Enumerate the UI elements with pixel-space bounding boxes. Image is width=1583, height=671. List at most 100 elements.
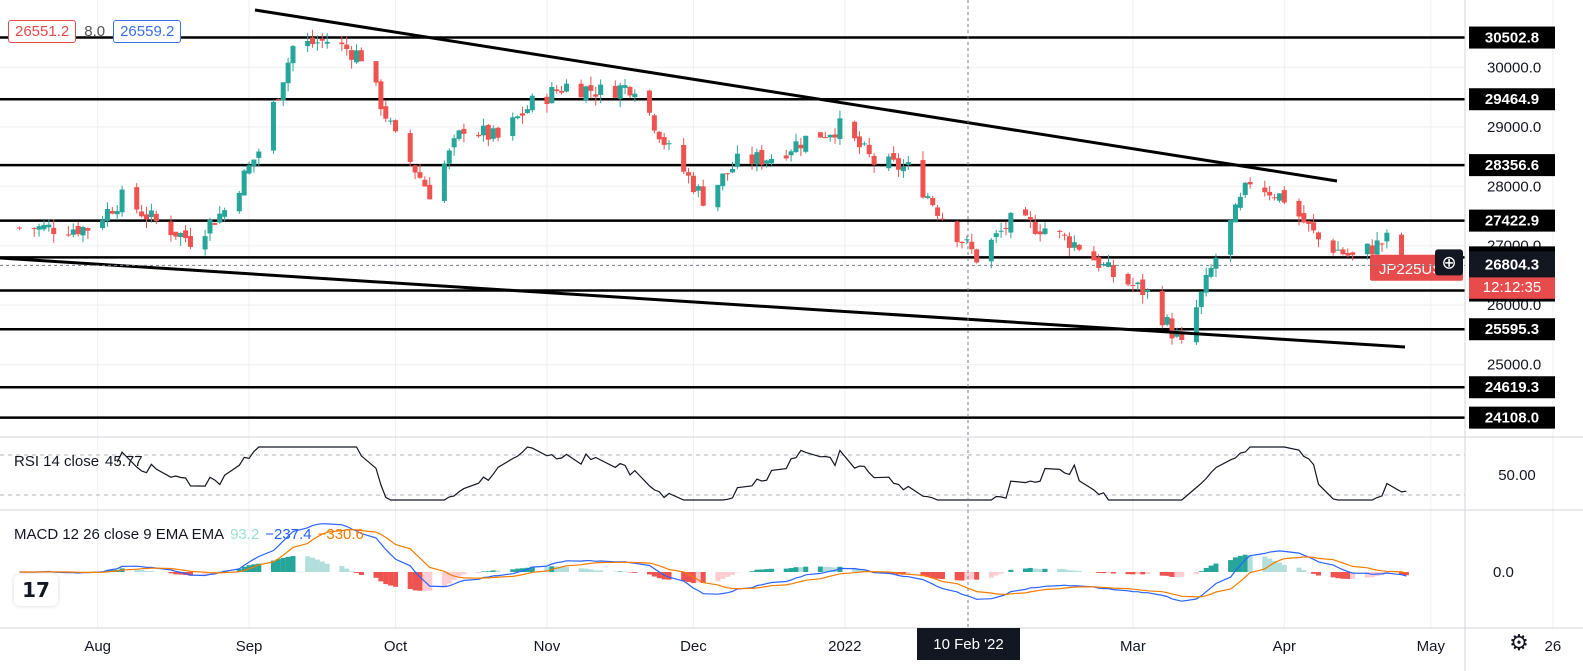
candle-body [373,61,379,83]
candle-body [769,158,775,164]
candle-body [75,225,81,235]
macd-histogram-bar [173,572,179,575]
macd-histogram-bar [1062,569,1068,572]
macd-histogram-bar [1242,554,1248,572]
candle-body [935,207,941,216]
macd-histogram-bar [1228,560,1234,572]
rsi-level-label: 50.00 [1498,467,1536,484]
candle-body [905,162,911,165]
macd-line [19,523,1407,602]
macd-histogram-bar [256,563,262,572]
candle-body [202,236,208,250]
time-tick-label: May [1417,638,1446,655]
candle-body [1296,200,1302,217]
candle-body [358,50,364,62]
macd-histogram-bar [1198,571,1204,572]
macd-histogram-bar [1272,560,1278,572]
macd-histogram-bar [559,566,565,572]
candle-body [1125,274,1131,285]
gear-icon[interactable]: ⚙ [1509,631,1529,656]
macd-histogram-bar [1042,568,1048,572]
candle-body [1345,253,1351,256]
candle-body [275,99,281,101]
macd-histogram-bar [930,572,936,578]
macd-histogram-bar [827,566,833,572]
candle-body [793,141,799,153]
candle-body [700,186,706,206]
ask-price[interactable]: 26559.2 [113,20,182,43]
candle-body [656,131,662,140]
candle-body [524,109,530,114]
candle-body [803,135,809,152]
macd-histogram-bar [178,572,184,575]
candle-body [456,130,462,139]
candle-body [349,50,355,60]
macd-histogram-bar [1311,572,1317,574]
macd-histogram-bar [1071,570,1077,572]
macd-histogram-bar [1232,557,1238,572]
macd-histogram-bar [769,568,775,572]
candle-body [759,150,765,165]
price-tick-label: 25000.0 [1487,357,1541,374]
candle-body [588,85,594,91]
macd-histogram-bar [1023,568,1028,572]
candle-body [344,44,350,50]
macd-histogram-bar [490,570,496,572]
macd-histogram-bar [1076,571,1082,572]
macd-histogram-bar [1237,555,1243,572]
candle-body [1179,333,1185,341]
candle-body [319,38,325,41]
macd-histogram-bar [788,568,794,572]
candle-body [520,113,526,116]
macd-histogram-bar [1364,572,1370,578]
rsi-line [116,446,1407,501]
time-tick-label: Dec [680,638,707,655]
candle-body [153,213,159,221]
candle-body [310,37,316,45]
macd-histogram-bar [695,572,701,583]
macd-histogram-bar [544,567,550,572]
macd-value: −237.4 [265,526,312,543]
macd-histogram-bar [817,566,823,572]
candle-body [544,96,550,104]
macd-histogram-bar [270,560,276,572]
candle-body [114,211,120,215]
candle-body [422,179,428,187]
macd-histogram-bar [852,567,858,572]
macd-histogram-bar [353,572,359,573]
candle-body [754,152,760,165]
macd-hist-value: 93.2 [230,526,260,543]
candle-body [720,173,726,187]
level-badge [1469,209,1555,232]
macd-histogram-bar [783,568,789,572]
time-tick-label: 2022 [828,638,861,655]
candle-body [1213,257,1219,269]
candle-body [119,189,125,213]
candle-body [964,239,970,241]
macd-histogram-bar [148,571,154,572]
candle-body [617,85,623,99]
bid-price[interactable]: 26551.2 [8,20,77,43]
macd-histogram-bar [715,572,721,582]
candle-body [1062,234,1068,236]
candle-body [822,137,828,139]
macd-legend: MACD 12 26 close 9 EMA EMA 93.2 −237.4 −330… [14,526,364,543]
candle-body [1350,252,1356,255]
macd-histogram-bar [388,572,394,586]
candle-body [109,210,115,214]
candle-body [1335,249,1341,251]
candle-body [1228,220,1234,255]
candle-body [686,172,692,176]
macd-histogram-bar [856,569,862,572]
candle-body [837,118,843,139]
candle-body [280,82,286,101]
time-axis: Aug Sep Oct Nov Dec 2022 Mar Apr May 26 [84,638,1561,655]
macd-histogram-bar [251,564,257,572]
macd-histogram-bar [1057,568,1063,572]
macd-histogram-bar [1164,572,1170,576]
candle-body [324,41,330,44]
tradingview-logo-icon[interactable]: 17 [14,574,58,606]
macd-histogram-bar [935,572,941,579]
candle-body [578,83,584,98]
